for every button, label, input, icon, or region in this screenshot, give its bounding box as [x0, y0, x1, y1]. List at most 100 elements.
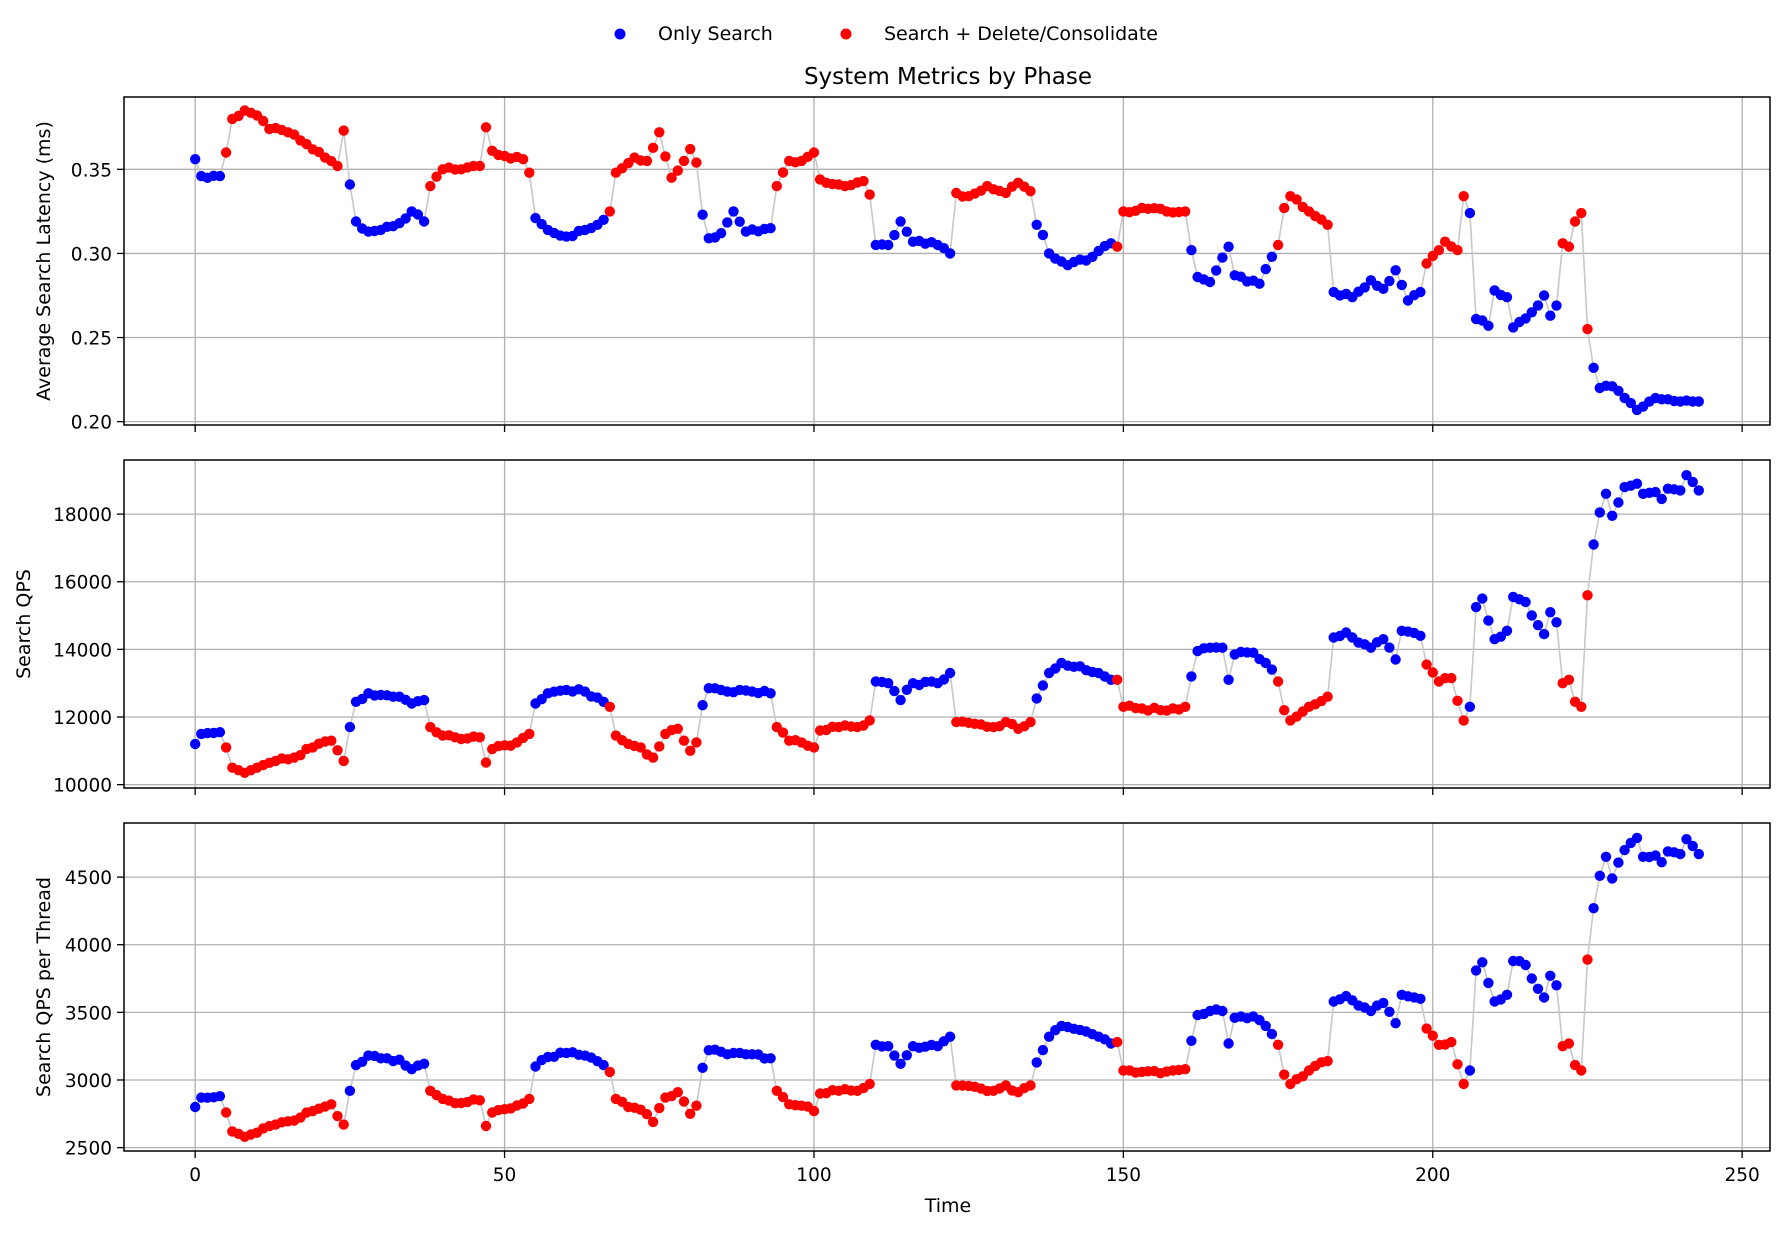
- point-only-search: [1675, 848, 1686, 860]
- y-tick-label: 0.35: [71, 160, 112, 181]
- point-only-search: [1600, 488, 1612, 499]
- point-only-search: [728, 206, 739, 217]
- point-only-search: [1631, 478, 1643, 489]
- legend: Only Search Search + Delete/Consolidate: [614, 23, 1158, 45]
- point-only-search: [214, 170, 226, 182]
- point-only-search: [895, 694, 906, 706]
- point-delete-consolidate: [326, 1099, 337, 1110]
- point-delete-consolidate: [1112, 1036, 1123, 1048]
- point-only-search: [1483, 977, 1494, 989]
- point-only-search: [1254, 278, 1265, 289]
- point-delete-consolidate: [474, 160, 485, 172]
- point-only-search: [1551, 980, 1562, 991]
- point-delete-consolidate: [808, 742, 820, 753]
- y-tick-label: 4500: [65, 868, 112, 889]
- y-tick-label: 14000: [53, 640, 112, 661]
- point-only-search: [214, 1091, 226, 1102]
- point-only-search: [697, 209, 708, 220]
- point-only-search: [765, 1053, 776, 1064]
- point-delete-consolidate: [1112, 674, 1123, 685]
- point-only-search: [1532, 983, 1544, 994]
- point-only-search: [1538, 992, 1550, 1003]
- point-only-search: [1483, 320, 1494, 331]
- point-delete-consolidate: [1452, 244, 1463, 256]
- point-delete-consolidate: [1112, 241, 1123, 252]
- point-only-search: [889, 685, 900, 697]
- point-only-search: [1464, 207, 1476, 219]
- point-only-search: [1526, 307, 1538, 318]
- point-delete-consolidate: [660, 151, 671, 162]
- point-only-search: [1260, 263, 1271, 275]
- point-only-search: [1266, 664, 1278, 675]
- point-only-search: [1396, 279, 1408, 291]
- point-only-search: [1031, 219, 1042, 230]
- point-only-search: [883, 1041, 894, 1052]
- point-only-search: [1650, 850, 1661, 861]
- legend-label-delete-consolidate: Search + Delete/Consolidate: [884, 23, 1158, 45]
- point-delete-consolidate: [474, 1095, 485, 1106]
- point-delete-consolidate: [777, 167, 789, 178]
- point-only-search: [1687, 840, 1698, 852]
- point-only-search: [1031, 693, 1042, 704]
- point-only-search: [1613, 385, 1624, 396]
- point-only-search: [944, 1031, 956, 1042]
- point-only-search: [895, 1058, 906, 1070]
- point-delete-consolidate: [1427, 667, 1439, 678]
- point-delete-consolidate: [1458, 715, 1469, 726]
- point-delete-consolidate: [338, 755, 349, 767]
- x-tick-label: 50: [493, 1165, 517, 1186]
- point-delete-consolidate: [678, 735, 690, 746]
- point-only-search: [1681, 470, 1692, 481]
- point-delete-consolidate: [1279, 705, 1290, 716]
- point-only-search: [350, 216, 362, 227]
- point-only-search: [1520, 596, 1531, 608]
- point-delete-consolidate: [604, 206, 615, 217]
- point-only-search: [1483, 615, 1494, 626]
- point-only-search: [1384, 1006, 1395, 1017]
- point-only-search: [1631, 832, 1643, 844]
- point-delete-consolidate: [864, 715, 875, 726]
- point-only-search: [1588, 539, 1599, 550]
- point-only-search: [1415, 286, 1426, 298]
- point-delete-consolidate: [771, 180, 782, 192]
- point-delete-consolidate: [1025, 716, 1036, 728]
- point-delete-consolidate: [332, 160, 343, 172]
- point-only-search: [530, 1061, 541, 1072]
- x-tick-label: 100: [796, 1165, 831, 1186]
- point-delete-consolidate: [1291, 194, 1302, 205]
- point-delete-consolidate: [685, 745, 696, 756]
- x-tick-label: 250: [1724, 1165, 1759, 1186]
- point-delete-consolidate: [1322, 691, 1333, 702]
- point-only-search: [1260, 657, 1271, 669]
- point-delete-consolidate: [647, 142, 659, 153]
- point-only-search: [1693, 485, 1705, 496]
- point-delete-consolidate: [691, 157, 702, 168]
- point-only-search: [1538, 290, 1550, 301]
- point-only-search: [715, 228, 727, 239]
- point-only-search: [889, 1050, 900, 1061]
- point-delete-consolidate: [647, 1116, 659, 1128]
- panel-frame: [123, 822, 1771, 1152]
- point-only-search: [1613, 497, 1624, 508]
- point-only-search: [1384, 642, 1395, 653]
- point-only-search: [1538, 628, 1550, 640]
- point-only-search: [418, 694, 430, 706]
- y-tick-label: 16000: [53, 573, 112, 594]
- point-only-search: [344, 721, 356, 733]
- point-delete-consolidate: [604, 701, 615, 712]
- point-only-search: [1656, 493, 1667, 505]
- point-only-search: [765, 688, 776, 699]
- point-delete-consolidate: [1272, 239, 1284, 251]
- point-delete-consolidate: [1421, 659, 1432, 670]
- point-only-search: [412, 209, 424, 220]
- point-delete-consolidate: [666, 172, 677, 183]
- point-delete-consolidate: [1582, 590, 1593, 601]
- point-only-search: [1545, 607, 1556, 618]
- point-only-search: [1037, 1044, 1049, 1056]
- point-only-search: [1464, 1065, 1476, 1076]
- point-delete-consolidate: [685, 143, 696, 155]
- point-only-search: [1037, 680, 1049, 691]
- point-delete-consolidate: [678, 155, 690, 167]
- point-delete-consolidate: [474, 732, 485, 743]
